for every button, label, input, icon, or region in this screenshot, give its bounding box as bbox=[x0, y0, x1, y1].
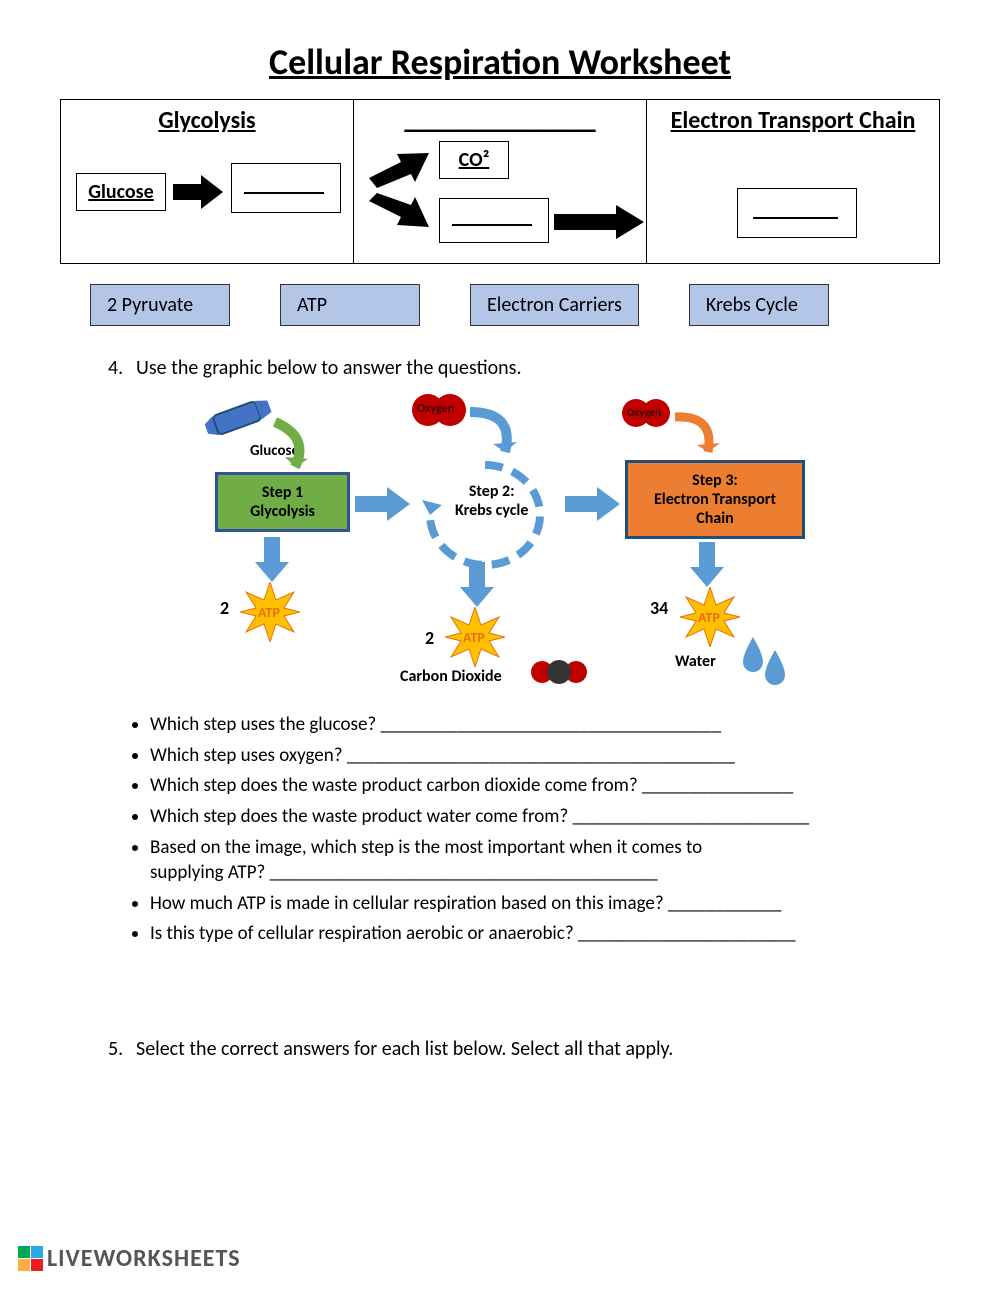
question-item[interactable]: Which step does the waste product water … bbox=[150, 804, 880, 830]
respiration-diagram: Glucose Oxygen Oxygen Step 1 Glycolysis … bbox=[200, 392, 840, 692]
col2-header[interactable]: ________________ bbox=[354, 100, 646, 143]
step2-l2: Krebs cycle bbox=[455, 501, 528, 520]
arrow-icon bbox=[173, 175, 223, 209]
liveworksheets-logo: LIVEWORKSHEETS bbox=[18, 1244, 241, 1273]
arrow-down-icon bbox=[460, 562, 494, 607]
q4-num: 4. bbox=[108, 356, 136, 380]
oxygen-label: Oxygen bbox=[417, 402, 454, 416]
step1-l2: Glycolysis bbox=[226, 502, 339, 521]
question-item[interactable]: Which step uses the glucose? ___________… bbox=[150, 712, 880, 738]
arrow-down-icon bbox=[255, 537, 289, 582]
answer-option[interactable]: Krebs Cycle bbox=[689, 284, 829, 326]
answer-option[interactable]: 2 Pyruvate bbox=[90, 284, 230, 326]
step3-l1: Step 3: bbox=[636, 471, 794, 490]
step3-l2: Electron Transport bbox=[636, 490, 794, 509]
curve-arrow-icon bbox=[670, 407, 725, 462]
glucose-icon bbox=[200, 397, 280, 442]
question-item[interactable]: Is this type of cellular respiration aer… bbox=[150, 921, 880, 947]
q-line: Based on the image, which step is the mo… bbox=[150, 836, 702, 859]
col3-header: Electron Transport Chain bbox=[647, 100, 939, 143]
blank-box-1[interactable] bbox=[231, 163, 341, 213]
q5-text: Select the correct answers for each list… bbox=[136, 1037, 673, 1061]
step3-box: Step 3: Electron Transport Chain bbox=[625, 460, 805, 539]
answer-option[interactable]: ATP bbox=[280, 284, 420, 326]
step2-label: Step 2: Krebs cycle bbox=[455, 482, 528, 520]
step3-l3: Chain bbox=[636, 509, 794, 528]
atp-count: 2 bbox=[425, 627, 434, 649]
arrow-down-icon bbox=[690, 542, 724, 587]
atp-label: ATP bbox=[258, 604, 280, 621]
step1-l1: Step 1 bbox=[226, 483, 339, 502]
arrow-right-icon bbox=[355, 487, 410, 521]
step1-box: Step 1 Glycolysis bbox=[215, 472, 350, 532]
logo-icon bbox=[18, 1246, 43, 1271]
worksheet-title: Cellular Respiration Worksheet bbox=[60, 40, 940, 84]
oxygen-label: Oxygen bbox=[627, 406, 661, 419]
question-item[interactable]: Which step does the waste product carbon… bbox=[150, 773, 880, 799]
water-drop-icon bbox=[735, 632, 790, 687]
answer-option[interactable]: Electron Carriers bbox=[470, 284, 639, 326]
question-item[interactable]: Which step uses oxygen? ________________… bbox=[150, 743, 880, 769]
question-4: 4.Use the graphic below to answer the qu… bbox=[108, 356, 940, 380]
co2-label: Carbon Dioxide bbox=[400, 667, 502, 686]
answer-bank: 2 Pyruvate ATP Electron Carriers Krebs C… bbox=[60, 284, 940, 326]
q-line: supplying ATP? _________________________… bbox=[150, 861, 658, 884]
q5-num: 5. bbox=[108, 1037, 136, 1061]
arrow-right-icon bbox=[565, 487, 620, 521]
glucose-box: Glucose bbox=[76, 173, 166, 211]
co2-molecule-icon bbox=[530, 657, 590, 687]
arrow-right-icon bbox=[554, 205, 644, 239]
question-item[interactable]: How much ATP is made in cellular respira… bbox=[150, 891, 880, 917]
question-list: Which step uses the glucose? ___________… bbox=[150, 712, 880, 947]
step2-l1: Step 2: bbox=[455, 482, 528, 501]
question-item[interactable]: Based on the image, which step is the mo… bbox=[150, 835, 880, 886]
process-table: Glycolysis Glucose ________________ CO² bbox=[60, 99, 940, 264]
arrow-down-icon bbox=[369, 193, 429, 233]
water-label: Water bbox=[675, 652, 716, 671]
atp-count: 34 bbox=[650, 597, 668, 619]
atp-label: ATP bbox=[698, 609, 720, 626]
atp-count: 2 bbox=[220, 597, 229, 619]
blank-box-3[interactable] bbox=[737, 188, 857, 238]
arrow-up-icon bbox=[369, 148, 429, 188]
question-5: 5.Select the correct answers for each li… bbox=[108, 1037, 940, 1061]
col1-header: Glycolysis bbox=[61, 100, 353, 143]
atp-label: ATP bbox=[463, 629, 485, 646]
curve-arrow-icon bbox=[270, 417, 320, 477]
logo-text: LIVEWORKSHEETS bbox=[47, 1244, 241, 1273]
q4-text: Use the graphic below to answer the ques… bbox=[136, 356, 522, 380]
co2-box: CO² bbox=[439, 141, 509, 179]
blank-box-2[interactable] bbox=[439, 198, 549, 243]
